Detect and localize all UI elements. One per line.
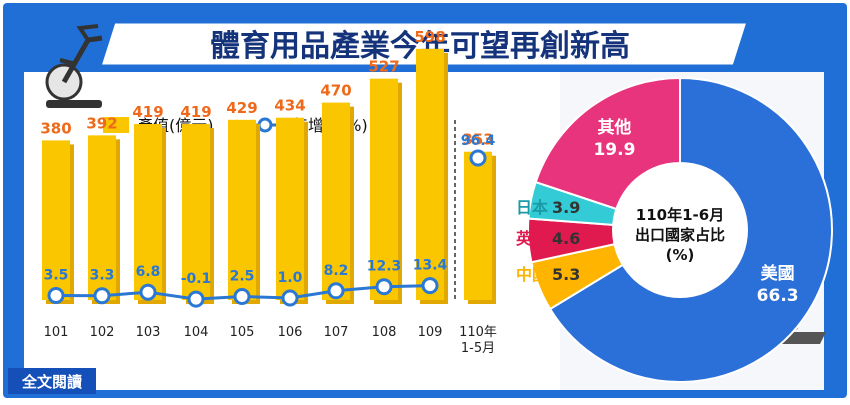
x-tick-label: 107 <box>324 325 349 340</box>
x-tick-label: 105 <box>230 325 255 340</box>
pie-slice-name: 中國 <box>516 265 548 284</box>
bar-value-label: 353 <box>462 131 493 149</box>
bar <box>464 151 492 300</box>
x-tick-label: 103 <box>136 325 161 340</box>
growth-rate-label: 8.2 <box>324 263 349 279</box>
bar-value-label: 598 <box>414 28 445 46</box>
growth-rate-label: 3.3 <box>90 268 115 284</box>
growth-rate-label: 13.4 <box>413 258 448 274</box>
bar-value-label: 419 <box>180 103 211 121</box>
growth-rate-point <box>469 149 487 167</box>
pie-slice-value: 66.3 <box>757 286 799 306</box>
growth-rate-point <box>421 277 439 295</box>
line-series: 3.5 3.3 6.8 -0.1 2.5 1.0 8.2 12.3 13.4 96.4 <box>44 133 496 308</box>
bar-value-label: 470 <box>320 82 351 100</box>
bar-value-label: 419 <box>132 103 163 121</box>
read-more-button-bg[interactable] <box>8 368 96 394</box>
growth-rate-point <box>93 287 111 305</box>
growth-rate-point <box>327 282 345 300</box>
title-banner <box>97 20 751 68</box>
exercise-bike-icon <box>45 24 103 108</box>
bar <box>182 124 210 301</box>
pie-slice-value: 4.6 <box>552 229 580 248</box>
x-tick-label: 109 <box>418 325 443 340</box>
growth-rate-label: 96.4 <box>461 133 496 149</box>
growth-rate-point <box>47 287 65 304</box>
pie-center <box>612 162 748 298</box>
pie-slice-value: 5.3 <box>552 265 580 284</box>
bar-value-label: 380 <box>40 119 71 137</box>
growth-rate-point <box>233 288 251 305</box>
bar-value-label: 434 <box>274 97 305 115</box>
bar <box>88 135 116 300</box>
x-tick-label: 102 <box>90 325 115 340</box>
bar-series: 380 392 419 419 429 434 470 527 598 353 <box>40 28 496 305</box>
x-tick-label: 1-5月 <box>461 341 495 356</box>
bar-value-label: 429 <box>226 99 257 117</box>
x-tick-label: 108 <box>372 325 397 340</box>
growth-rate-label: 1.0 <box>278 270 303 286</box>
pie-slice-name: 其他 <box>597 117 631 138</box>
growth-rate-label: 12.3 <box>367 259 402 275</box>
growth-rate-label: -0.1 <box>181 271 212 287</box>
legend-line-marker <box>257 117 273 133</box>
pie-center-title: 出口國家占比 <box>635 226 725 244</box>
pie-slice-name: 日本 <box>516 198 548 217</box>
bar <box>322 102 350 300</box>
x-tick-label: 110年 <box>459 325 497 340</box>
x-tick-label: 101 <box>44 325 69 340</box>
growth-rate-label: 2.5 <box>230 269 255 285</box>
growth-rate-label: 6.8 <box>136 264 161 280</box>
bar <box>416 48 444 301</box>
legend-bar-swatch <box>103 117 129 133</box>
bar <box>134 124 162 301</box>
pie-center-title: 110年1-6月 <box>636 206 724 224</box>
x-tick-label: 106 <box>278 325 303 340</box>
growth-rate-point <box>187 290 205 308</box>
bar-value-label: 392 <box>86 114 117 132</box>
bar <box>370 78 398 300</box>
bar <box>276 117 304 300</box>
growth-rate-point <box>281 289 299 307</box>
growth-rate-label: 3.5 <box>44 268 69 284</box>
bar <box>228 119 256 300</box>
growth-rate-point <box>139 283 157 301</box>
pie-slice-name: 英國 <box>515 229 548 248</box>
pie-slice-name: 美國 <box>761 263 795 284</box>
pie-center-title: (%) <box>666 246 695 264</box>
read-more-button[interactable]: 全文閱讀 <box>21 373 82 391</box>
x-axis-labels: 101 102 103 104 105 106 107 108 109 110年1-5月 <box>44 325 497 356</box>
x-tick-label: 104 <box>184 325 209 340</box>
pie-slice-value: 19.9 <box>593 140 635 160</box>
bar-value-label: 527 <box>368 58 399 76</box>
growth-rate-point <box>375 278 393 296</box>
bar <box>42 140 70 300</box>
pie-slice-value: 3.9 <box>552 198 580 217</box>
